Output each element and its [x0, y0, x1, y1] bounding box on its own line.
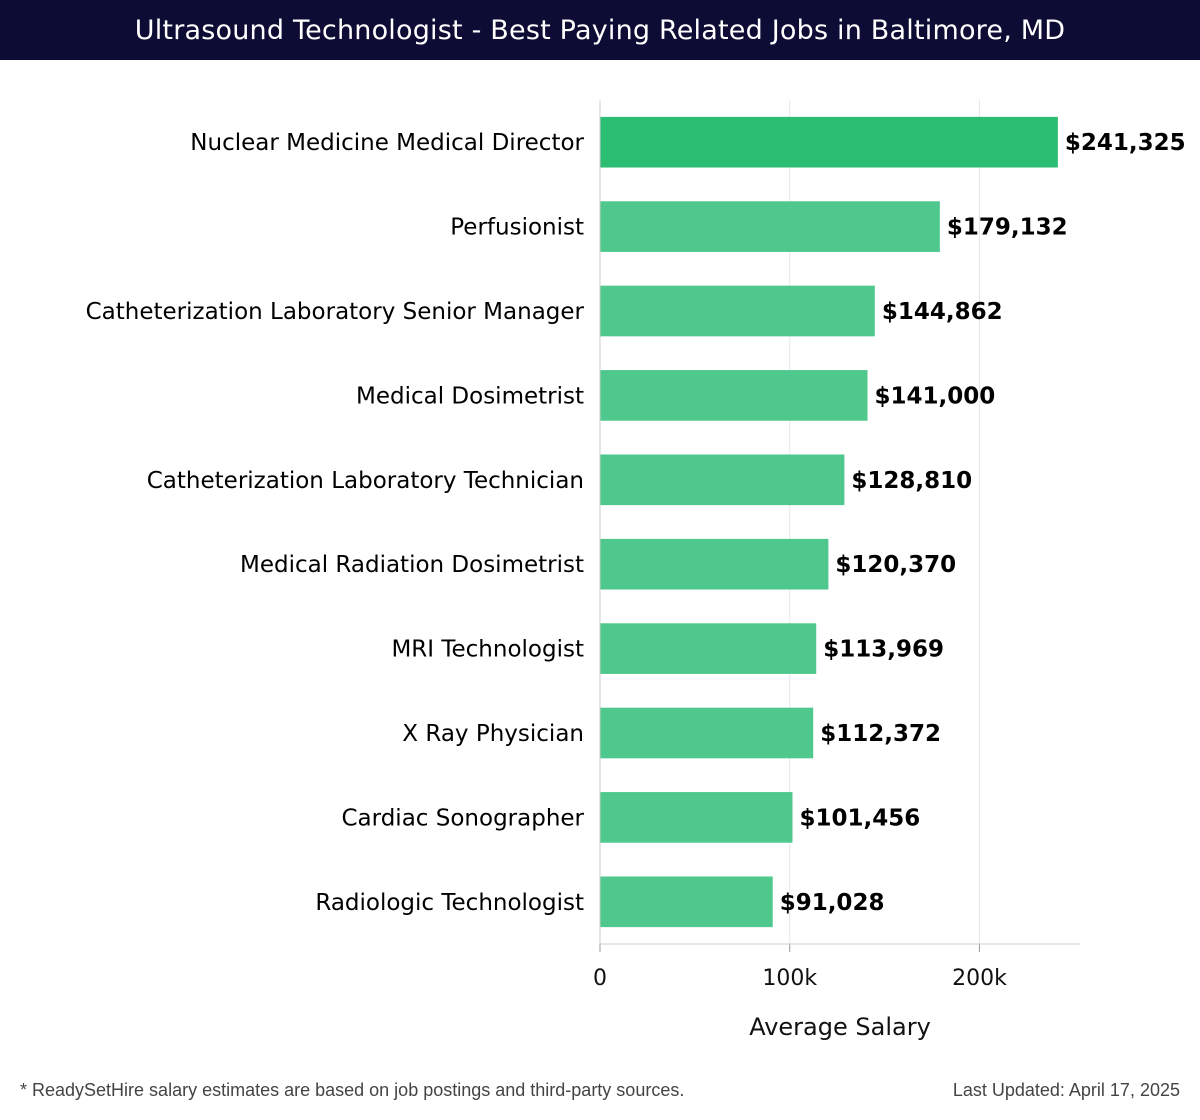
value-label: $112,372 [820, 721, 941, 747]
x-tick-label: 100k [762, 966, 817, 991]
category-label: Medical Dosimetrist [356, 383, 584, 409]
axes [599, 100, 1080, 952]
bar-chart: 0 100k 200k Nuclear Medicine Medical Direct… [86, 100, 1186, 1041]
bar [600, 707, 814, 759]
bars [600, 116, 1058, 928]
value-label: $141,000 [875, 383, 996, 409]
title-bar: Ultrasound Technologist - Best Paying Re… [0, 0, 1200, 60]
x-axis-label: Average Salary [749, 1013, 931, 1041]
bar [600, 876, 773, 928]
category-label: Medical Radiation Dosimetrist [240, 552, 584, 578]
x-tick-label: 0 [593, 966, 607, 991]
bar [600, 792, 793, 843]
value-label: $101,456 [799, 805, 920, 831]
bar [600, 285, 875, 337]
category-label: X Ray Physician [402, 721, 584, 747]
last-updated: Last Updated: April 17, 2025 [952, 1080, 1180, 1100]
value-label: $179,132 [947, 215, 1068, 241]
category-label: Perfusionist [450, 215, 584, 241]
bar [600, 538, 829, 590]
value-label: $241,325 [1065, 130, 1186, 156]
value-label: $128,810 [851, 468, 972, 494]
value-label: $144,862 [882, 299, 1003, 325]
bar [600, 370, 868, 421]
category-label: Nuclear Medicine Medical Director [190, 130, 584, 156]
category-label: MRI Technologist [391, 637, 584, 663]
bar [600, 623, 817, 674]
value-label: $113,969 [823, 637, 944, 663]
value-label: $120,370 [835, 552, 956, 578]
footer-note: * ReadySetHire salary estimates are base… [20, 1080, 685, 1100]
bar [600, 454, 845, 506]
category-label: Catheterization Laboratory Senior Manage… [86, 299, 585, 325]
labels: 0 100k 200k Nuclear Medicine Medical Direct… [86, 130, 1186, 991]
category-label: Catheterization Laboratory Technician [147, 468, 584, 494]
value-label: $91,028 [780, 890, 885, 916]
x-tick-label: 200k [952, 966, 1007, 991]
category-label: Cardiac Sonographer [342, 805, 585, 831]
category-label: Radiologic Technologist [315, 890, 584, 916]
chart-title: Ultrasound Technologist - Best Paying Re… [134, 14, 1066, 46]
bar [600, 201, 940, 252]
bar [600, 116, 1058, 168]
